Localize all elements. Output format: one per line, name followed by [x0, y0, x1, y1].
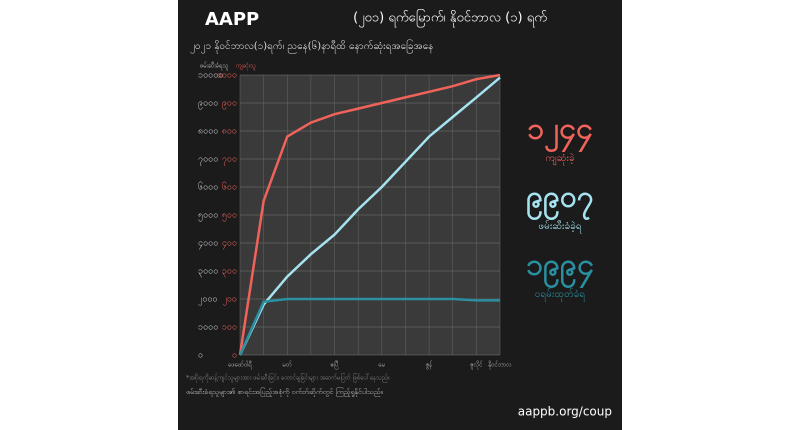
legend-label: ကျဆုံးခဲ့: [545, 151, 574, 166]
note: ဖမ်းဆီးခံရသူများ၏ စာရင်းအပြည့်အစုံကို ဝက…: [186, 387, 383, 397]
y-tick-label: ၇၀၀၀: [198, 155, 218, 166]
y-tick-label: ၃၀၀၀: [198, 267, 218, 278]
x-tick-label: ဇူလိုင်: [470, 361, 483, 370]
title: (၂၀၁) ရက်မြောက်၊ နိုဝင်ဘာလ (၁) ရက်: [353, 9, 547, 28]
y2-tick-label: ၁၀၀၀: [217, 71, 237, 81]
line: [238, 73, 501, 356]
x-tick-label: မတ်: [283, 361, 292, 369]
url: aappb.org/coup: [518, 405, 612, 419]
org: AAPP: [205, 9, 259, 30]
y2-tick-label: ၀: [232, 351, 237, 361]
y-label: ဖမ်းဆီးခံရသူ: [200, 62, 229, 71]
y-tick-label: ၅၀၀၀: [198, 211, 218, 222]
y-tick-label: ၁၀၀၀၀: [198, 71, 223, 81]
y-tick-label: ၉၀၀၀: [198, 99, 218, 110]
y2-tick-label: ၅၀၀: [222, 211, 237, 222]
y2-tick-label: ၁၀၀: [222, 323, 237, 333]
note: *အစိုးရကိုဆန့်ကျင်သူများအား ဖမ်းဆီးခြင်း…: [186, 373, 390, 383]
y2-tick-label: ၄၀၀: [222, 239, 237, 250]
y2-tick-label: ၉၀၀: [222, 99, 237, 110]
x-tick-label: ဖေဖော်ဝါရီ: [228, 361, 252, 370]
subtitle: ၂၀၂၁ နိုဝင်ဘာလ(၁)ရက်၊ ညနေ(၆)နာရီထိ နောက်…: [190, 38, 433, 54]
y-tick-label: ၈၀၀၀: [198, 127, 218, 137]
y-tick-label: ၂၀၀၀: [198, 295, 218, 306]
x-tick-label: ဧပြီ: [331, 360, 339, 370]
y2-tick-label: ၆၀၀: [222, 182, 237, 193]
y-tick-label: ၀: [198, 351, 203, 361]
y2-tick-label: ၈၀၀: [222, 127, 237, 137]
x-tick-label: မေ: [378, 362, 385, 369]
x-tick-label: နိုဝင်ဘာလ: [488, 361, 512, 370]
y-tick-label: ၁၀၀၀: [198, 323, 218, 333]
y-tick-label: ၆၀၀၀: [198, 182, 218, 193]
line: [238, 297, 500, 356]
line: [238, 76, 501, 356]
y2-tick-label: ၇၀၀: [222, 155, 237, 166]
legend-label: ဖမ်းဆီးခံခဲ့ရ: [538, 219, 581, 234]
y2-tick-label: ၂၀၀: [222, 295, 237, 306]
x-tick-label: ဇွန်: [426, 361, 433, 370]
legend-label: ဝရမ်းထုတ်ခံရ: [535, 287, 586, 302]
y-tick-label: ၄၀၀၀: [198, 239, 218, 250]
y2-tick-label: ၃၀၀: [222, 267, 237, 278]
y2-label: ကျဆုံးသူ: [236, 63, 256, 71]
